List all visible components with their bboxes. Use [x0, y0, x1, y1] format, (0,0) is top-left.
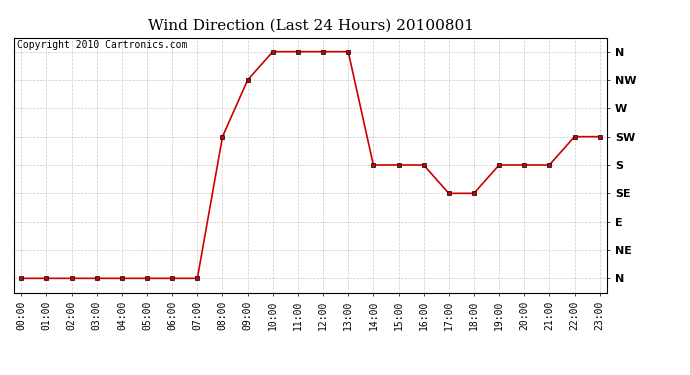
Title: Wind Direction (Last 24 Hours) 20100801: Wind Direction (Last 24 Hours) 20100801: [148, 18, 473, 32]
Text: Copyright 2010 Cartronics.com: Copyright 2010 Cartronics.com: [17, 40, 187, 50]
